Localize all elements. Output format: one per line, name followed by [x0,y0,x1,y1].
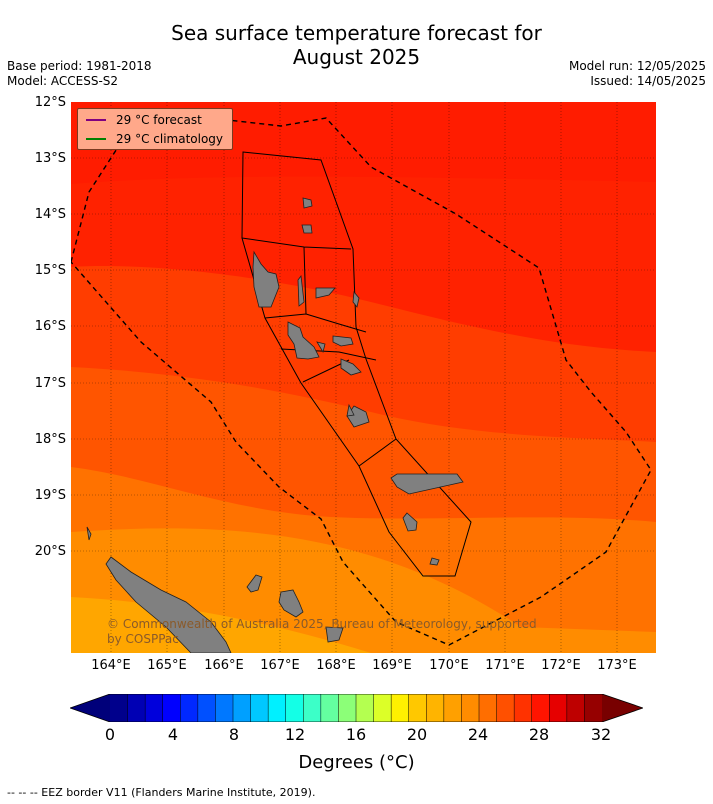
lon-label: 172°E [541,658,581,673]
legend-forecast-label: 29 °C forecast [116,113,202,127]
colorbar-segment [531,694,550,722]
colorbar-segment [566,694,585,722]
lat-label: 16°S [34,319,66,334]
legend-row-forecast: 29 °C forecast [86,112,202,128]
lon-label: 169°E [372,658,412,673]
lon-label: 168°E [316,658,356,673]
colorbar-segment [549,694,568,722]
lon-label: 171°E [485,658,525,673]
colorbar-segment [303,694,322,722]
colorbar-over-arrow [602,694,643,722]
colorbar-segment [373,694,392,722]
legend-swatch-forecast [86,119,106,121]
title-line-1: Sea surface temperature forecast for [171,21,542,45]
colorbar-segment [443,694,462,722]
lon-label: 173°E [597,658,637,673]
colorbar-segment [110,694,129,722]
colorbar-segment [514,694,533,722]
colorbar-segment [391,694,410,722]
colorbar-segment [356,694,375,722]
colorbar-tick: 32 [590,725,612,744]
colorbar-segment [197,694,216,722]
colorbar-segment [496,694,515,722]
issued-date: Issued: 14/05/2025 [590,74,706,88]
colorbar-tick: 20 [406,725,428,744]
lon-label: 170°E [429,658,469,673]
colorbar-segment [162,694,181,722]
lon-label: 166°E [204,658,244,673]
model-name: Model: ACCESS-S2 [7,74,119,88]
lat-label: 19°S [34,488,66,503]
colorbar-segment [584,694,603,722]
lon-label: 167°E [260,658,300,673]
footer-note: -- -- -- EEZ border V11 (Flanders Marine… [7,786,316,799]
colorbar-tick: 0 [104,725,116,744]
colorbar-segment [215,694,234,722]
colorbar-segment [408,694,427,722]
colorbar-tick: 16 [345,725,367,744]
map-title: Sea surface temperature forecast for Aug… [0,21,713,69]
lat-label: 18°S [34,432,66,447]
meta-left: Base period: 1981-2018 Model: ACCESS-S2 [7,59,152,89]
map-legend: 29 °C forecast 29 °C climatology [77,108,233,150]
copyright-notice: © Commonwealth of Australia 2025, Bureau… [107,617,537,646]
base-period: Base period: 1981-2018 [7,59,152,73]
colorbar-segment [479,694,498,722]
colorbar-tick: 28 [528,725,550,744]
colorbar-segment [180,694,199,722]
colorbar-segment [461,694,480,722]
province-divisions [241,237,397,467]
title-line-2: August 2025 [292,45,421,69]
colorbar-tick: 4 [167,725,179,744]
sst-band-24 [71,597,371,653]
colorbar-segment [127,694,146,722]
colorbar [70,694,643,722]
colorbar-segment [338,694,357,722]
lat-label: 13°S [34,151,66,166]
lat-label: 20°S [34,544,66,559]
colorbar-segment [285,694,304,722]
colorbar-segment [320,694,339,722]
legend-row-climatology: 29 °C climatology [86,131,223,147]
model-run: Model run: 12/05/2025 [568,59,706,73]
colorbar-label: Degrees (°C) [298,752,415,773]
islands [86,197,464,653]
lon-label: 165°E [147,658,187,673]
lon-label: 164°E [91,658,131,673]
legend-swatch-climatology [86,138,106,140]
colorbar-segment [268,694,287,722]
eez-border [71,116,652,646]
colorbar-segment [426,694,445,722]
province-outline [241,151,472,577]
sst-map [71,102,656,653]
colorbar-under-arrow [70,694,110,722]
colorbar-tick: 12 [284,725,306,744]
colorbar-segment [233,694,252,722]
legend-climatology-label: 29 °C climatology [116,132,224,146]
lat-label: 12°S [34,95,66,110]
colorbar-segment [250,694,269,722]
colorbar-segment [145,694,164,722]
lat-label: 17°S [34,376,66,391]
colorbar-tick: 24 [467,725,489,744]
lat-label: 14°S [34,207,66,222]
colorbar-tick: 8 [228,725,240,744]
lat-label: 15°S [34,263,66,278]
meta-right: Model run: 12/05/2025 Issued: 14/05/2025 [569,59,706,89]
